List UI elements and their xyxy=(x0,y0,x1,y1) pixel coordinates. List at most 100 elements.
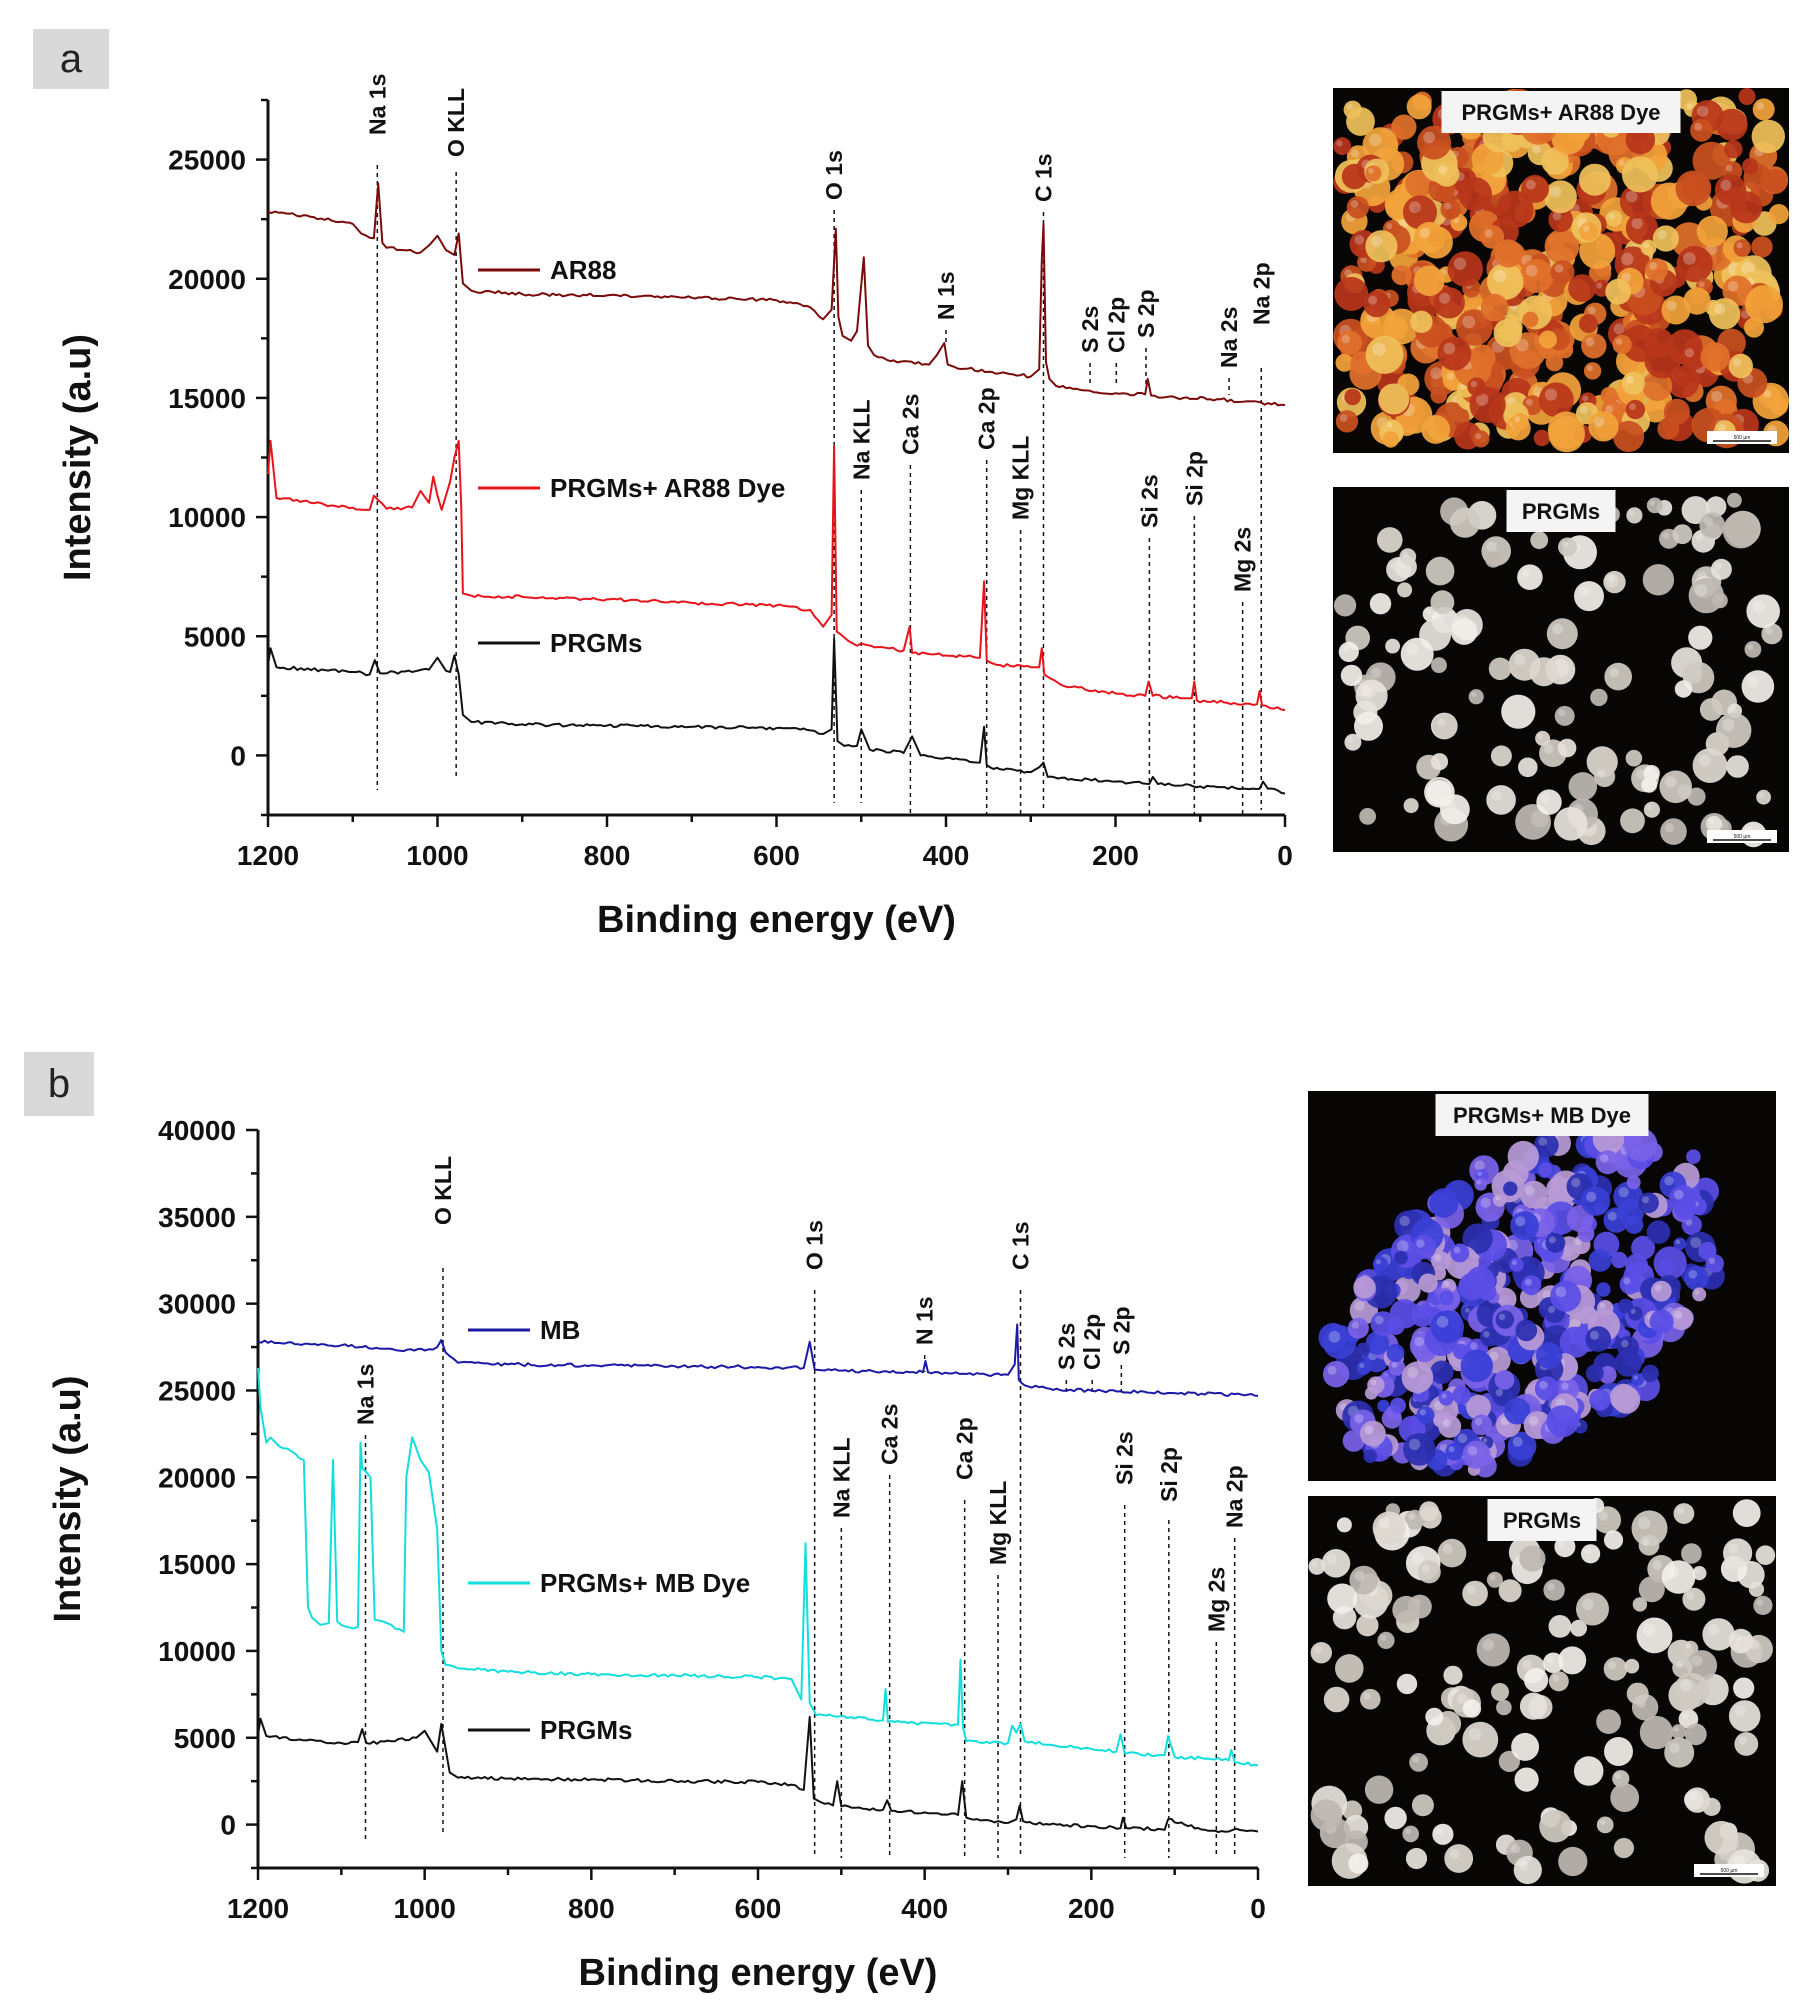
particle xyxy=(1557,738,1577,758)
x-tick-label: 0 xyxy=(1277,840,1293,871)
particle xyxy=(1603,570,1626,594)
particle-highlight xyxy=(1444,202,1452,210)
particle xyxy=(1492,1385,1513,1407)
particle xyxy=(1716,712,1752,748)
particle xyxy=(1391,265,1412,286)
particle xyxy=(1669,1185,1697,1213)
particle-highlight xyxy=(1694,1289,1700,1295)
x-tick-label: 1000 xyxy=(394,1893,456,1924)
particle xyxy=(1652,225,1679,252)
particle xyxy=(1469,344,1496,371)
particle-highlight xyxy=(1341,334,1351,344)
particle xyxy=(1645,258,1668,282)
particle xyxy=(1490,745,1512,767)
peak-label: Mg 2s xyxy=(1230,527,1256,592)
particle-highlight xyxy=(1511,1260,1517,1266)
particle-highlight xyxy=(1752,600,1764,613)
particle xyxy=(1702,1618,1735,1651)
particle xyxy=(1605,210,1623,227)
chart-b: 0500010000150002000025000300003500040000… xyxy=(47,1091,1776,1994)
particle-highlight xyxy=(1585,337,1595,347)
particle xyxy=(1700,342,1730,372)
particle xyxy=(1546,1405,1579,1438)
particle xyxy=(1418,1273,1438,1293)
particle xyxy=(1548,1671,1569,1692)
y-tick-label: 10000 xyxy=(168,502,246,533)
peak-label: Ca 2s xyxy=(897,394,923,455)
particle xyxy=(1705,1254,1725,1273)
particle-highlight xyxy=(1380,1634,1387,1641)
particle xyxy=(1336,1517,1352,1533)
particle-highlight xyxy=(1552,1674,1560,1682)
series-line xyxy=(257,1715,1259,1834)
particle xyxy=(1458,1272,1486,1301)
particle-highlight xyxy=(1555,1286,1567,1298)
peak-label: C 1s xyxy=(1008,1221,1034,1270)
particle-highlight xyxy=(1416,1239,1425,1248)
y-tick-label: 0 xyxy=(230,740,246,771)
particle xyxy=(1596,1709,1621,1734)
particle xyxy=(1344,388,1361,406)
particle xyxy=(1548,415,1585,453)
particle-highlight xyxy=(1584,1547,1592,1555)
particle-highlight xyxy=(1524,1278,1532,1286)
particle xyxy=(1573,1756,1604,1786)
particle-highlight xyxy=(1599,1819,1606,1826)
particle xyxy=(1323,1686,1350,1713)
particle xyxy=(1416,1406,1435,1425)
y-tick-label: 25000 xyxy=(168,145,246,176)
particle xyxy=(1646,1220,1671,1244)
particle xyxy=(1401,1361,1434,1394)
particle-highlight xyxy=(1465,1308,1470,1313)
particle-highlight xyxy=(1511,1844,1521,1854)
particle xyxy=(1346,196,1370,219)
particle xyxy=(1682,664,1703,685)
particle xyxy=(1514,1767,1539,1792)
particle-highlight xyxy=(1623,1277,1631,1285)
particle-highlight xyxy=(1350,149,1359,158)
particle xyxy=(1359,808,1376,825)
particle xyxy=(1646,497,1663,514)
particle xyxy=(1661,1560,1696,1594)
particle-highlight xyxy=(1666,300,1677,311)
particle xyxy=(1462,1580,1488,1607)
particle-highlight xyxy=(1684,348,1694,358)
particle-highlight xyxy=(1664,1176,1674,1186)
particle xyxy=(1636,1617,1673,1654)
particle-highlight xyxy=(1691,1655,1703,1667)
particle xyxy=(1581,1186,1611,1216)
micrograph-label: PRGMs xyxy=(1522,499,1600,524)
particle xyxy=(1467,377,1486,397)
particle xyxy=(1594,765,1616,788)
particle-highlight xyxy=(1599,1154,1609,1163)
particle xyxy=(1554,705,1575,726)
particle xyxy=(1638,1192,1659,1214)
particle xyxy=(1430,753,1449,771)
particle xyxy=(1335,410,1359,433)
particle xyxy=(1334,276,1369,311)
particle xyxy=(1515,1319,1538,1342)
particle xyxy=(1568,274,1596,302)
particle-highlight xyxy=(1667,1566,1680,1578)
particle xyxy=(1335,1654,1364,1683)
particle xyxy=(1613,420,1645,453)
particle-highlight xyxy=(1593,416,1605,428)
particle xyxy=(1706,815,1722,832)
particle-highlight xyxy=(1646,804,1653,811)
peak-label: Na KLL xyxy=(828,1438,854,1519)
peak-label: Si 2p xyxy=(1156,1447,1182,1502)
particle xyxy=(1596,1816,1614,1834)
particle-highlight xyxy=(1621,272,1631,282)
particle-highlight xyxy=(1482,1438,1488,1443)
particle xyxy=(1692,748,1728,783)
particle xyxy=(1370,1311,1396,1337)
particle xyxy=(1672,1657,1693,1678)
particle-highlight xyxy=(1758,792,1764,798)
particle-highlight xyxy=(1489,1574,1496,1581)
particle-highlight xyxy=(1436,1827,1444,1835)
particle-highlight xyxy=(1582,395,1589,402)
particle-highlight xyxy=(1475,393,1489,406)
particle xyxy=(1626,1682,1649,1705)
particle xyxy=(1612,1770,1630,1788)
